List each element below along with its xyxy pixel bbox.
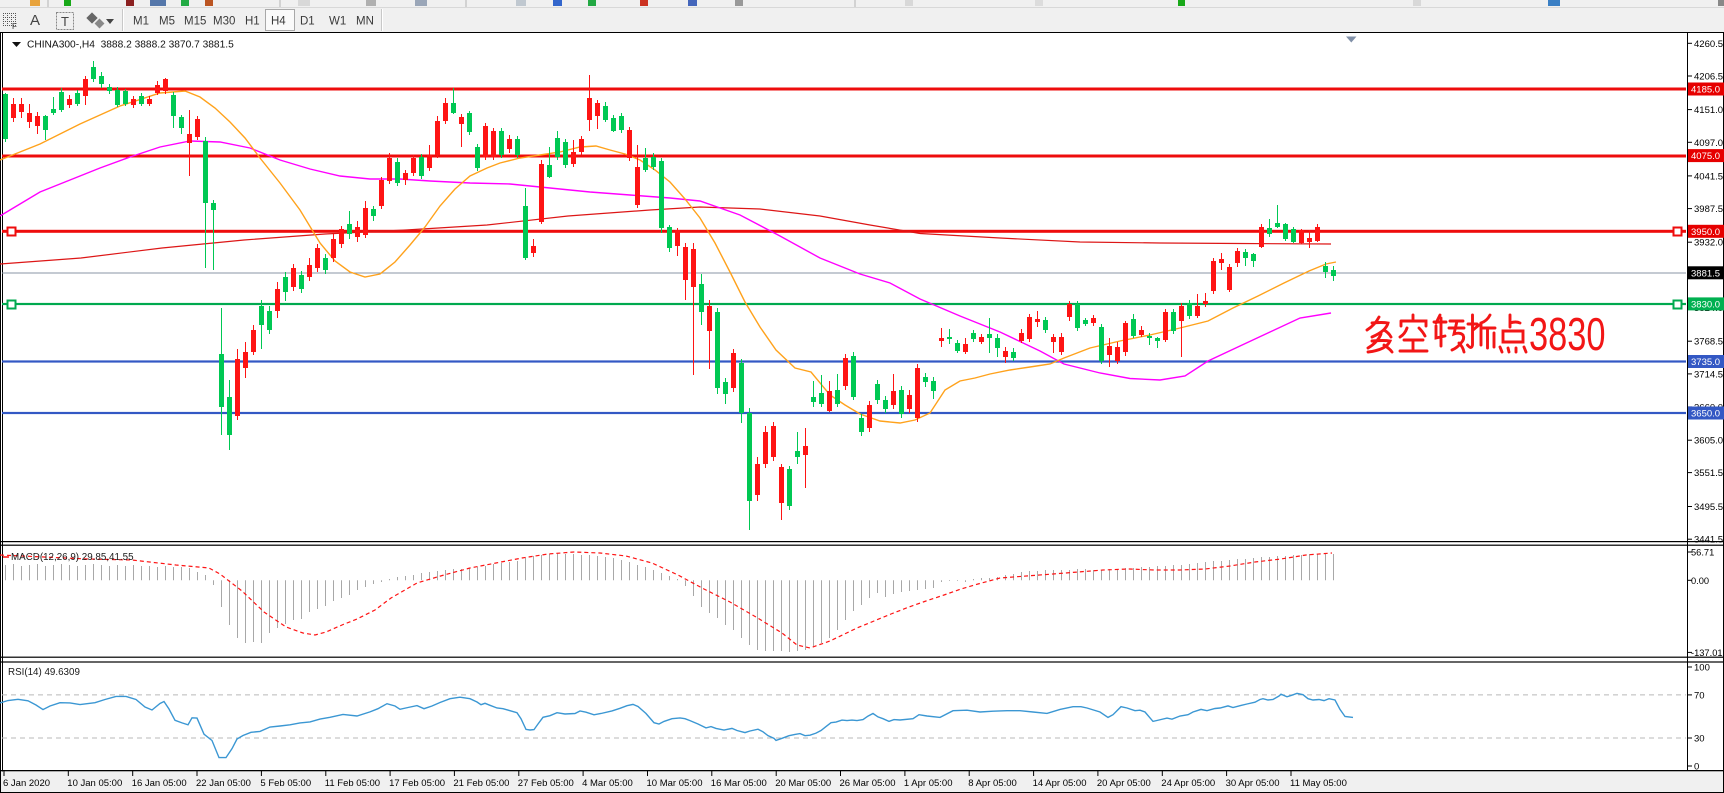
svg-text:14 Apr 05:00: 14 Apr 05:00 [1033, 778, 1087, 789]
svg-text:4 Mar 05:00: 4 Mar 05:00 [582, 778, 633, 789]
svg-text:8 Apr 05:00: 8 Apr 05:00 [968, 778, 1017, 789]
svg-text:4206.5: 4206.5 [1694, 72, 1723, 83]
svg-text:3605.0: 3605.0 [1694, 436, 1723, 447]
svg-text:-137.01: -137.01 [1691, 648, 1723, 658]
svg-text:3650.0: 3650.0 [1691, 409, 1720, 420]
svg-text:D1: D1 [300, 16, 315, 28]
svg-text:3950.0: 3950.0 [1691, 227, 1720, 238]
svg-text:30: 30 [1694, 734, 1705, 745]
svg-text:0: 0 [1694, 762, 1699, 773]
svg-text:56.71: 56.71 [1691, 548, 1714, 558]
svg-text:3735.0: 3735.0 [1691, 357, 1720, 368]
svg-text:30 Apr 05:00: 30 Apr 05:00 [1226, 778, 1280, 789]
svg-text:3830: 3830 [1529, 308, 1606, 360]
svg-text:3551.5: 3551.5 [1694, 468, 1723, 479]
svg-text:A: A [30, 12, 40, 29]
svg-text:10 Jan 05:00: 10 Jan 05:00 [67, 778, 122, 789]
svg-text:M15: M15 [184, 16, 206, 28]
svg-text:CHINA300-,H4 3888.2 3888.2 38: CHINA300-,H4 3888.2 3888.2 3870.7 3881.5 [27, 40, 234, 51]
svg-text:T: T [61, 14, 69, 29]
svg-text:16 Jan 05:00: 16 Jan 05:00 [132, 778, 187, 789]
svg-text:H1: H1 [245, 16, 260, 28]
svg-text:10 Mar 05:00: 10 Mar 05:00 [647, 778, 703, 789]
svg-text:M30: M30 [213, 16, 235, 28]
svg-text:F: F [12, 22, 17, 31]
svg-text:3987.5: 3987.5 [1694, 204, 1723, 215]
svg-text:4097.0: 4097.0 [1694, 138, 1723, 149]
svg-text:M1: M1 [133, 16, 149, 28]
svg-text:6 Jan 2020: 6 Jan 2020 [3, 778, 50, 789]
svg-text:4075.0: 4075.0 [1691, 151, 1720, 162]
svg-text:100: 100 [1694, 663, 1710, 674]
svg-text:3768.5: 3768.5 [1694, 337, 1723, 348]
svg-text:17 Feb 05:00: 17 Feb 05:00 [389, 778, 445, 789]
svg-text:20 Mar 05:00: 20 Mar 05:00 [775, 778, 831, 789]
svg-text:MN: MN [356, 16, 374, 28]
svg-text:11 Feb 05:00: 11 Feb 05:00 [325, 778, 380, 789]
svg-text:3714.5: 3714.5 [1694, 369, 1723, 380]
svg-text:4041.5: 4041.5 [1694, 171, 1723, 182]
svg-text:21 Feb 05:00: 21 Feb 05:00 [453, 778, 509, 789]
svg-text:24 Apr 05:00: 24 Apr 05:00 [1161, 778, 1215, 789]
svg-text:26 Mar 05:00: 26 Mar 05:00 [840, 778, 896, 789]
svg-text:4151.0: 4151.0 [1694, 105, 1723, 116]
svg-text:4260.5: 4260.5 [1694, 39, 1723, 50]
svg-text:H4: H4 [271, 16, 286, 28]
svg-text:3881.5: 3881.5 [1691, 268, 1720, 279]
svg-text:20 Apr 05:00: 20 Apr 05:00 [1097, 778, 1151, 789]
svg-text:3830.0: 3830.0 [1691, 299, 1720, 310]
svg-text:MACD(12,26,9) 29.85,41.55: MACD(12,26,9) 29.85,41.55 [11, 552, 134, 563]
svg-text:RSI(14) 49.6309: RSI(14) 49.6309 [8, 667, 80, 678]
svg-text:70: 70 [1694, 690, 1705, 701]
svg-text:16 Mar 05:00: 16 Mar 05:00 [711, 778, 767, 789]
svg-text:4185.0: 4185.0 [1691, 85, 1720, 96]
svg-text:3495.5: 3495.5 [1694, 502, 1723, 513]
svg-text:1 Apr 05:00: 1 Apr 05:00 [904, 778, 953, 789]
svg-text:5 Feb 05:00: 5 Feb 05:00 [260, 778, 311, 789]
svg-text:27 Feb 05:00: 27 Feb 05:00 [518, 778, 574, 789]
svg-text:11 May 05:00: 11 May 05:00 [1290, 778, 1347, 789]
svg-text:0.00: 0.00 [1691, 576, 1709, 586]
svg-text:M5: M5 [159, 16, 175, 28]
svg-text:3932.0: 3932.0 [1694, 238, 1723, 249]
svg-text:W1: W1 [329, 16, 346, 28]
svg-text:3441.5: 3441.5 [1694, 535, 1723, 546]
svg-text:22 Jan 05:00: 22 Jan 05:00 [196, 778, 251, 789]
